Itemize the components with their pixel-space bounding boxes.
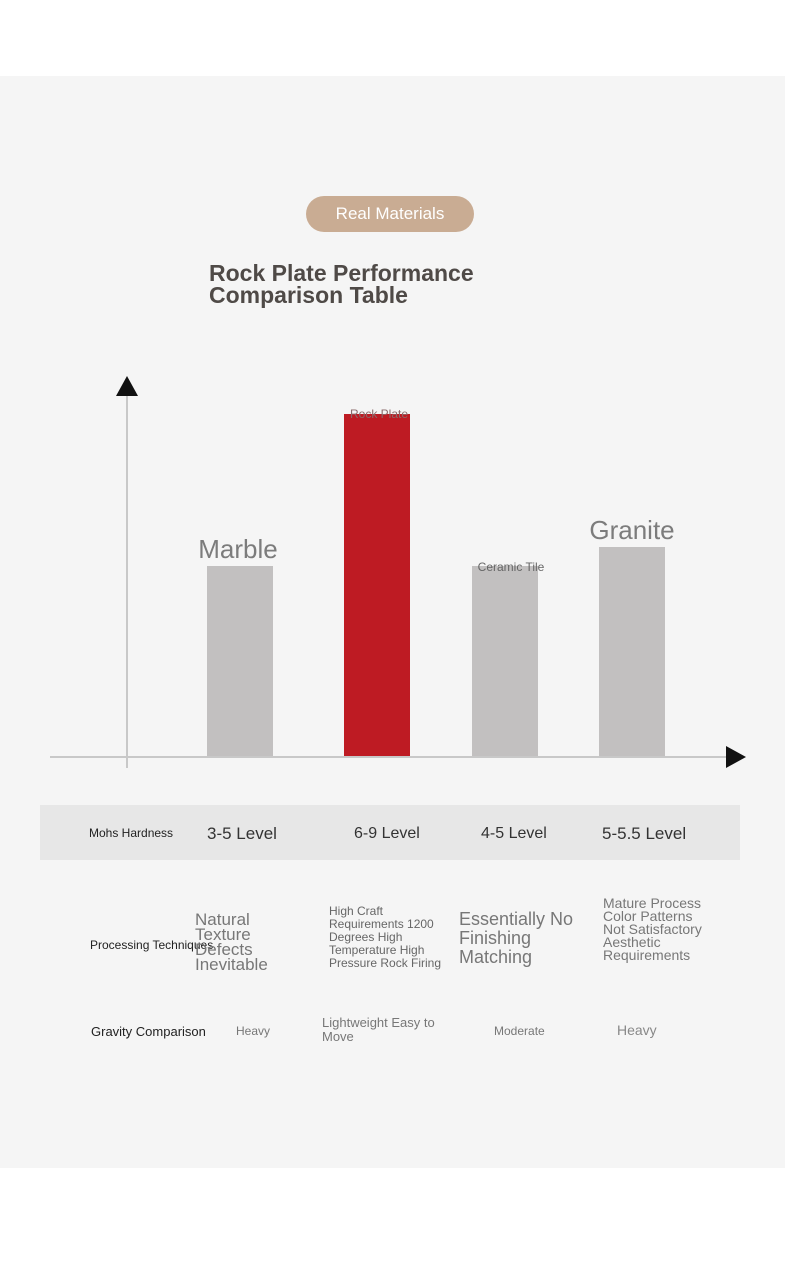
- hardness-ceramic-tile: 4-5 Level: [481, 825, 547, 842]
- bar-label-granite: Granite: [589, 515, 674, 545]
- bar-ceramic-tile: [472, 566, 538, 756]
- processing-ceramic-tile: Essentially No Finishing Matching: [459, 909, 574, 967]
- processing-label: Processing Techniques: [90, 938, 214, 952]
- processing-rock-plate: High Craft Requirements 1200 Degrees Hig…: [329, 904, 442, 970]
- gravity-label: Gravity Comparison: [91, 1024, 206, 1039]
- hardness-rock-plate: 6-9 Level: [354, 825, 420, 842]
- title-line-2: Comparison Table: [209, 282, 408, 308]
- page-title: Rock Plate Performance Comparison Table: [209, 260, 569, 308]
- hardness-marble: 3-5 Level: [207, 824, 277, 843]
- bar-marble: [207, 566, 273, 756]
- bar-label-ceramic-tile: Ceramic Tile: [478, 560, 545, 574]
- bar-rock-plate: [344, 414, 410, 756]
- bar-label-marble: Marble: [198, 534, 277, 564]
- gravity-ceramic-tile: Moderate: [494, 1024, 545, 1038]
- mohs-hardness-row: Mohs Hardness 3-5 Level 6-9 Level 4-5 Le…: [40, 805, 740, 860]
- hardness-granite: 5-5.5 Level: [602, 824, 687, 843]
- gravity-marble: Heavy: [236, 1024, 271, 1038]
- gravity-granite: Heavy: [617, 1022, 657, 1038]
- real-materials-badge: Real Materials: [306, 196, 474, 232]
- bar-granite: [599, 547, 665, 756]
- processing-marble: Natural Texture Defects Inevitable: [195, 910, 268, 974]
- bar-label-rock-plate: Rock Plate: [350, 407, 408, 421]
- bar-chart: Marble Rock Plate Ceramic Tile Granite: [50, 376, 746, 768]
- title-line-1: Rock Plate Performance: [209, 260, 474, 286]
- y-axis-arrow-icon: [116, 376, 138, 396]
- x-axis-arrow-icon: [726, 746, 746, 768]
- mohs-hardness-label: Mohs Hardness: [89, 826, 174, 840]
- processing-granite: Mature Process Color Patterns Not Satisf…: [603, 895, 702, 963]
- gravity-rock-plate: Lightweight Easy to Move: [322, 1015, 435, 1044]
